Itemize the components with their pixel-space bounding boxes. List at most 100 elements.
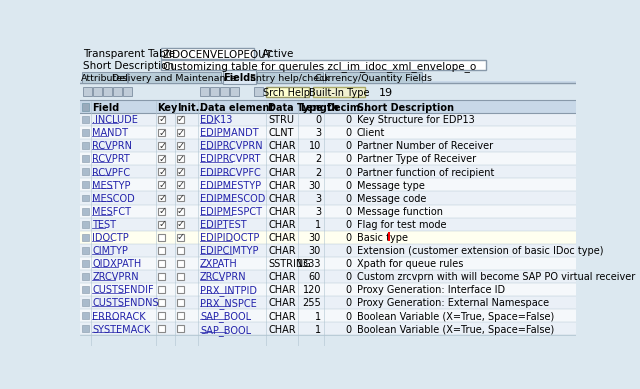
Text: ✓: ✓ xyxy=(177,232,185,242)
Text: Currency/Quantity Fields: Currency/Quantity Fields xyxy=(315,74,432,83)
Bar xyxy=(81,247,90,254)
Bar xyxy=(312,87,365,97)
Bar xyxy=(124,88,132,96)
Text: ZRCVPRN: ZRCVPRN xyxy=(92,272,139,282)
Text: 3: 3 xyxy=(315,194,321,204)
Text: CHAR: CHAR xyxy=(268,220,296,230)
Text: 0: 0 xyxy=(345,220,351,230)
Text: 0: 0 xyxy=(345,115,351,125)
Bar xyxy=(161,60,486,70)
Bar xyxy=(177,286,184,293)
Text: EDK13: EDK13 xyxy=(200,115,232,125)
Text: 1: 1 xyxy=(315,312,321,322)
Bar xyxy=(81,116,90,123)
Text: Transparent Table: Transparent Table xyxy=(83,49,175,59)
Text: Data Type: Data Type xyxy=(268,103,323,113)
Bar xyxy=(81,326,90,332)
Text: 0: 0 xyxy=(345,312,351,322)
Text: Entry help/check: Entry help/check xyxy=(250,74,330,83)
Text: TEST: TEST xyxy=(92,220,116,230)
Text: SYSTEMACK: SYSTEMACK xyxy=(92,325,150,335)
Bar xyxy=(81,168,90,175)
Text: Decim...: Decim... xyxy=(326,103,372,113)
Bar xyxy=(158,326,165,332)
Text: SAP_BOOL: SAP_BOOL xyxy=(200,312,252,322)
Text: ✓: ✓ xyxy=(177,140,185,151)
Bar xyxy=(80,126,576,139)
Text: 0: 0 xyxy=(345,298,351,308)
Text: ✓: ✓ xyxy=(158,128,166,138)
Text: 1333: 1333 xyxy=(296,259,321,269)
Text: 19: 19 xyxy=(378,88,392,98)
Text: Length: Length xyxy=(300,103,339,113)
Bar xyxy=(177,326,184,332)
Text: RCVPFC: RCVPFC xyxy=(92,168,131,177)
Text: 2: 2 xyxy=(315,168,321,177)
Bar xyxy=(81,103,90,110)
Bar xyxy=(177,221,184,228)
Bar xyxy=(80,84,576,100)
Text: ✓: ✓ xyxy=(158,167,166,177)
Bar xyxy=(254,88,263,96)
Bar xyxy=(158,155,165,162)
Text: Proxy Generation: External Namespace: Proxy Generation: External Namespace xyxy=(356,298,548,308)
Bar xyxy=(158,234,165,241)
Text: CHAR: CHAR xyxy=(268,168,296,177)
Bar xyxy=(161,48,253,59)
Bar xyxy=(81,286,90,293)
Bar xyxy=(128,72,221,83)
Text: Client: Client xyxy=(356,128,385,138)
Text: 0: 0 xyxy=(345,325,351,335)
Bar xyxy=(257,72,323,83)
Text: PRX_NSPCE: PRX_NSPCE xyxy=(200,298,257,309)
Text: EDIPRCVPRN: EDIPRCVPRN xyxy=(200,141,263,151)
Bar xyxy=(177,181,184,188)
Bar xyxy=(81,129,90,136)
Bar xyxy=(325,72,422,83)
Text: RCVPRT: RCVPRT xyxy=(92,154,130,165)
Text: CUSTSENDIF: CUSTSENDIF xyxy=(92,286,154,295)
Text: 0: 0 xyxy=(345,233,351,243)
Text: ✓: ✓ xyxy=(158,219,166,229)
Text: 3: 3 xyxy=(315,128,321,138)
Text: Short Description: Short Description xyxy=(83,61,174,71)
Bar xyxy=(81,273,90,280)
Text: Short Description: Short Description xyxy=(356,103,454,113)
Text: MESCOD: MESCOD xyxy=(92,194,135,204)
Bar xyxy=(80,81,576,83)
Text: Boolean Variable (X=True, Space=False): Boolean Variable (X=True, Space=False) xyxy=(356,312,554,322)
Bar xyxy=(158,221,165,228)
Bar xyxy=(81,194,90,202)
Text: ✓: ✓ xyxy=(177,167,185,177)
Text: EDIPMESCOD: EDIPMESCOD xyxy=(200,194,266,204)
Bar xyxy=(81,234,90,241)
Bar xyxy=(177,273,184,280)
Text: EDIPCIMTYP: EDIPCIMTYP xyxy=(200,246,259,256)
Bar xyxy=(93,88,102,96)
Text: 0: 0 xyxy=(345,154,351,165)
Text: ✓: ✓ xyxy=(158,114,166,124)
Bar xyxy=(158,116,165,123)
Text: ✓: ✓ xyxy=(158,154,166,164)
Text: MESTYP: MESTYP xyxy=(92,180,131,191)
Text: Field: Field xyxy=(92,103,120,113)
Text: Xpath for queue rules: Xpath for queue rules xyxy=(356,259,463,269)
Text: CHAR: CHAR xyxy=(268,312,296,322)
Bar xyxy=(80,152,576,165)
Bar xyxy=(80,178,576,191)
Bar xyxy=(103,88,112,96)
Text: .INCLUDE: .INCLUDE xyxy=(92,115,138,125)
Text: 0: 0 xyxy=(345,141,351,151)
Text: 0: 0 xyxy=(345,259,351,269)
Bar xyxy=(177,116,184,123)
Text: SAP_BOOL: SAP_BOOL xyxy=(200,325,252,336)
Bar xyxy=(80,165,576,178)
Bar xyxy=(158,260,165,267)
Bar xyxy=(158,181,165,188)
Bar xyxy=(177,247,184,254)
Text: 0: 0 xyxy=(345,168,351,177)
Text: MANDT: MANDT xyxy=(92,128,129,138)
Bar xyxy=(177,312,184,319)
Text: 0: 0 xyxy=(345,128,351,138)
Text: PRX_INTPID: PRX_INTPID xyxy=(200,286,257,296)
